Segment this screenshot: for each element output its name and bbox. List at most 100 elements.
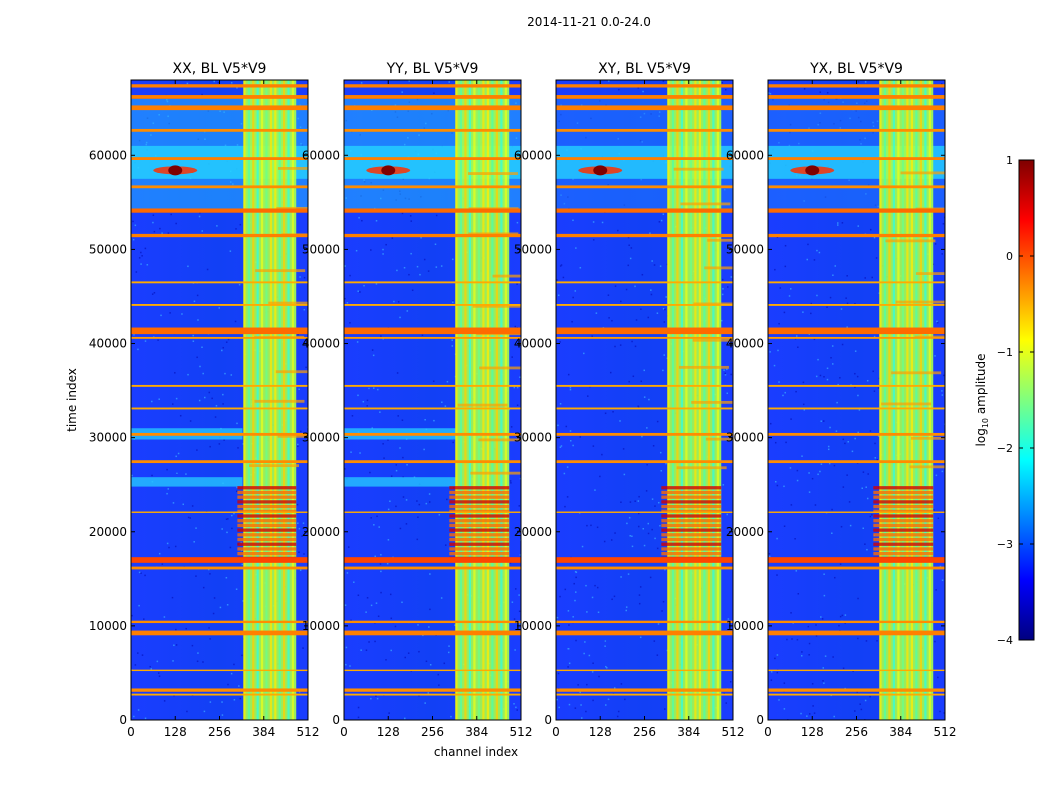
noise-pixel [519,437,521,439]
noise-pixel [860,708,863,711]
noise-pixel [844,442,846,445]
rfi-stripe [768,304,945,306]
noise-pixel [437,673,440,676]
noise-pixel [443,662,446,665]
noise-pixel [509,480,512,482]
x-tick-label: 512 [722,725,745,739]
noise-pixel [769,555,771,558]
x-tick-label: 0 [340,725,348,739]
noise-pixel [841,614,844,617]
noise-pixel [597,611,600,614]
noise-pixel [796,479,799,482]
noise-pixel [375,695,377,697]
noise-pixel [785,441,787,444]
noise-pixel [564,588,567,591]
noise-pixel [212,612,215,615]
rfi-stripe [556,669,733,672]
noise-pixel [795,335,798,337]
noise-pixel [646,427,648,429]
noise-pixel [642,527,645,530]
channel-stripe [464,80,467,720]
noise-pixel [829,426,831,429]
noise-pixel [596,586,599,589]
panel-4: YX, BL V5*V9 0 128 256 384 512 0 10000 20000 3000… [726,61,957,739]
noise-pixel [566,496,569,498]
noise-pixel [440,597,443,599]
noise-pixel [567,373,570,376]
noise-pixel [808,491,811,493]
noise-pixel [141,255,143,257]
rfi-stripe [768,336,945,339]
noise-pixel [822,680,824,682]
noise-pixel [865,640,868,642]
y-tick-label: 50000 [514,242,552,256]
rfi-block [873,533,934,537]
noise-pixel [566,466,569,468]
noise-pixel [656,547,659,550]
noise-pixel [192,340,195,342]
noise-pixel [823,573,825,575]
noise-pixel [941,470,944,473]
rfi-block [237,514,297,518]
noise-pixel [366,597,369,599]
rfi-block [661,528,722,532]
noise-pixel [153,292,156,294]
noise-pixel [866,497,869,500]
noise-pixel [238,685,240,687]
rfi-stripe [131,208,308,213]
noise-pixel [516,709,518,711]
noise-pixel [614,532,616,534]
noise-pixel [579,266,582,269]
rfi-stripe [344,157,521,160]
rfi-patch [254,399,305,403]
noise-pixel [196,660,199,663]
rfi-stripe [131,281,308,284]
noise-pixel [217,81,220,84]
noise-pixel [857,81,860,83]
noise-pixel [661,610,663,612]
noise-pixel [208,627,210,629]
noise-pixel [404,656,406,659]
noise-pixel [784,265,787,268]
noise-pixel [784,244,787,247]
noise-pixel [402,496,405,498]
noise-pixel [189,517,191,519]
noise-pixel [230,672,233,675]
rfi-patch [478,438,521,442]
rfi-block [449,514,510,518]
rfi-block [873,504,934,509]
noise-pixel [349,665,351,667]
noise-pixel [629,535,631,537]
rfi-stripe [344,304,521,306]
noise-pixel [218,443,221,445]
rfi-patch [910,436,945,440]
channel-stripe [703,80,706,720]
noise-pixel [641,273,644,276]
noise-pixel [151,400,153,403]
noise-pixel [347,546,350,548]
noise-pixel [592,445,595,447]
noise-pixel [623,473,626,476]
noise-pixel [227,518,229,520]
noise-pixel [557,294,560,297]
hot-spot-core [168,165,183,176]
noise-pixel [390,649,392,652]
noise-pixel [510,426,513,428]
noise-pixel [140,251,142,254]
rfi-patch [277,434,308,438]
noise-pixel [800,712,802,715]
noise-pixel [588,654,591,657]
rfi-stripe [768,630,945,636]
noise-pixel [441,401,443,403]
noise-pixel [303,276,306,279]
noise-pixel [371,349,374,351]
noise-pixel [401,91,403,93]
rfi-patch [680,202,731,206]
noise-pixel [724,372,727,375]
noise-pixel [941,394,944,396]
noise-pixel [837,222,839,224]
rfi-block [449,500,510,504]
noise-pixel [583,352,585,355]
noise-pixel [769,92,772,95]
rfi-patch [268,301,308,305]
